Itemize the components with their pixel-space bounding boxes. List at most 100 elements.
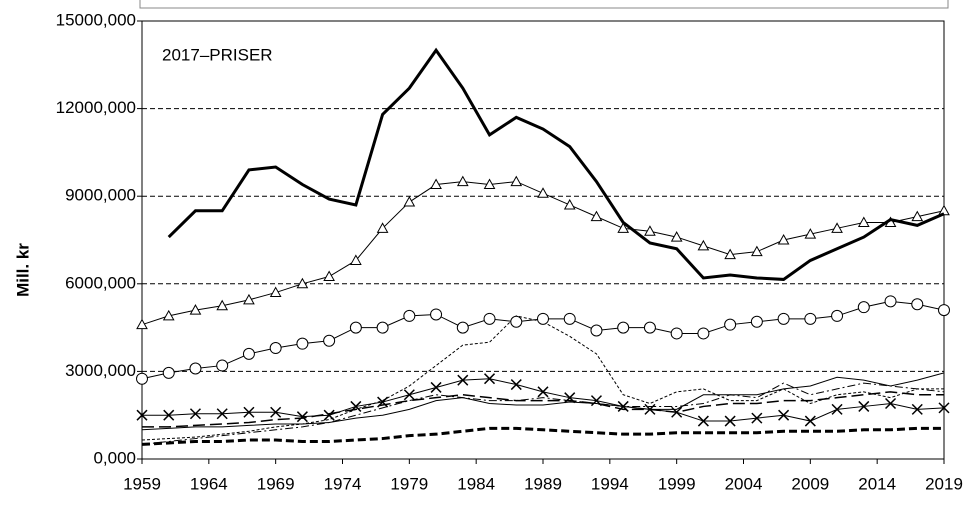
marker [483, 178, 496, 190]
marker [911, 298, 924, 311]
marker [377, 396, 389, 408]
x-tick-label: 1994 [591, 474, 629, 493]
marker [857, 301, 870, 314]
x-tick-label: 2009 [791, 474, 829, 493]
marker [697, 239, 710, 251]
marker [670, 327, 683, 340]
marker [938, 304, 950, 317]
marker [697, 415, 709, 427]
marker [911, 210, 924, 222]
marker [243, 406, 255, 418]
marker [831, 309, 844, 322]
y-tick-label: 6000,000 [65, 273, 136, 292]
marker [323, 409, 335, 421]
x-tick-label: 1964 [190, 474, 228, 493]
marker [163, 409, 175, 421]
x-tick-label: 1969 [257, 474, 295, 493]
marker [804, 415, 816, 427]
marker [162, 366, 175, 379]
marker [216, 359, 229, 372]
marker [670, 231, 683, 242]
marker [724, 248, 736, 260]
marker [376, 222, 389, 233]
marker [510, 379, 522, 391]
marker [644, 225, 656, 236]
marker [885, 397, 897, 410]
marker [296, 337, 309, 350]
marker [457, 374, 469, 386]
marker [430, 381, 442, 393]
marker [617, 222, 630, 233]
marker [136, 372, 148, 385]
y-tick-label: 9000,000 [65, 186, 136, 205]
y-tick-label: 3000,000 [65, 361, 136, 380]
marker [189, 304, 202, 315]
marker [350, 254, 362, 265]
marker [884, 295, 897, 308]
marker [430, 178, 442, 190]
marker [403, 389, 415, 401]
marker [323, 270, 335, 281]
marker [403, 196, 416, 207]
marker [590, 395, 602, 407]
marker [858, 400, 870, 412]
marker [296, 277, 309, 289]
marker [777, 312, 790, 325]
marker [644, 403, 656, 415]
marker [724, 415, 736, 427]
series-line [141, 382, 945, 445]
marker [269, 342, 282, 355]
marker [483, 312, 496, 325]
marker [724, 318, 737, 331]
y-tick-label: 12000,000 [56, 98, 136, 117]
x-tick-label: 1984 [457, 474, 495, 493]
marker [617, 321, 630, 334]
series-line [142, 391, 944, 428]
marker [537, 312, 549, 325]
marker [563, 198, 576, 210]
marker [350, 400, 362, 412]
marker [564, 392, 576, 404]
series-line [167, 47, 945, 281]
marker [269, 286, 282, 298]
marker [456, 175, 469, 187]
series-line [141, 426, 944, 446]
marker [189, 408, 201, 420]
marker [216, 299, 229, 311]
x-tick-label: 2019 [925, 474, 963, 493]
y-tick-label: 15000,000 [56, 10, 136, 29]
marker [697, 327, 710, 340]
marker [590, 324, 603, 337]
marker [189, 362, 202, 375]
x-tick-label: 1974 [324, 474, 362, 493]
marker [804, 228, 817, 239]
y-tick-label: 0,000 [93, 448, 136, 467]
y-axis-label: Mill. kr [13, 243, 32, 297]
marker [296, 411, 308, 423]
marker [590, 210, 603, 222]
marker [938, 402, 950, 414]
legend-box [139, 0, 949, 9]
series-line [141, 372, 945, 431]
marker [537, 386, 549, 398]
marker [136, 409, 148, 421]
marker [243, 293, 255, 305]
plot-frame [141, 20, 945, 460]
marker [617, 400, 629, 412]
marker [242, 347, 255, 360]
marker [136, 318, 148, 330]
marker [510, 175, 523, 187]
marker [430, 308, 443, 321]
marker [750, 315, 763, 328]
marker [537, 187, 549, 198]
marker [831, 403, 843, 415]
marker [403, 309, 416, 322]
x-tick-label: 2014 [858, 474, 896, 493]
marker [216, 408, 228, 420]
marker [777, 233, 790, 245]
x-tick-label: 1959 [123, 474, 161, 493]
marker [804, 312, 817, 325]
marker [911, 403, 923, 415]
